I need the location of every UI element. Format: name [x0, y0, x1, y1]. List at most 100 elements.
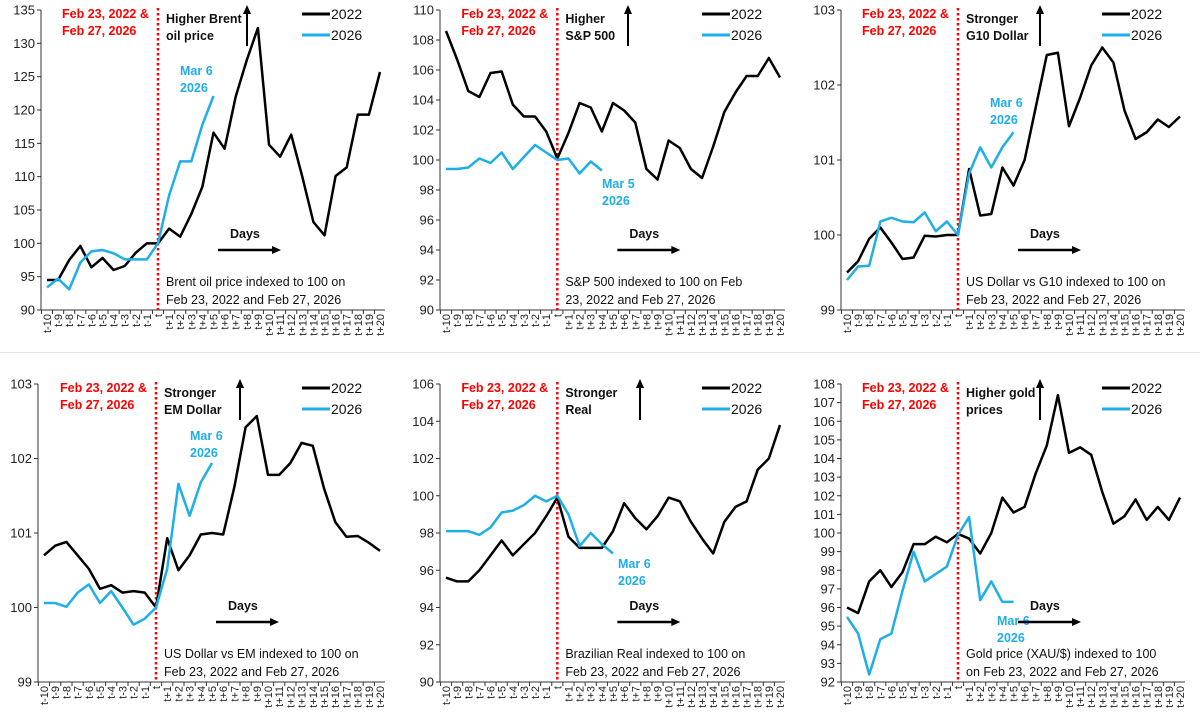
direction-label: Stronger — [164, 386, 216, 400]
y-tick-label: 120 — [13, 103, 35, 118]
x-tick-label: t-2 — [129, 686, 141, 699]
y-tick-label: 106 — [813, 414, 835, 429]
y-tick-label: 105 — [813, 432, 835, 447]
days-label: Days — [1030, 599, 1060, 613]
x-tick-label: t-9 — [50, 686, 62, 699]
y-tick-label: 104 — [813, 451, 835, 466]
y-tick-label: 106 — [412, 377, 434, 392]
x-tick-label: t+13 — [297, 686, 309, 708]
up-arrow-head-icon — [1036, 5, 1044, 14]
chart-caption: US Dollar vs G10 indexed to 100 on — [966, 275, 1165, 289]
x-tick-label: t+17 — [341, 686, 353, 708]
end-date-label: 2026 — [997, 631, 1025, 645]
y-tick-label: 135 — [13, 3, 35, 18]
legend-label-2026: 2026 — [1131, 27, 1162, 43]
legend-label-2022: 2022 — [331, 380, 362, 396]
y-tick-label: 101 — [813, 153, 835, 168]
up-arrow-head-icon — [624, 5, 632, 14]
series-line-2022 — [47, 28, 380, 280]
chart-caption: Brent oil price indexed to 100 on — [166, 275, 345, 289]
up-arrow-head-icon — [636, 379, 644, 388]
days-label: Days — [230, 227, 260, 241]
x-tick-label: t+15 — [319, 686, 331, 708]
chart-caption: Feb 23, 2022 and Feb 27, 2026 — [565, 665, 740, 679]
x-tick-label: t-5 — [95, 686, 107, 699]
direction-label: Stronger — [966, 12, 1018, 26]
right-arrow-head-icon — [671, 246, 680, 254]
y-tick-label: 92 — [420, 273, 434, 288]
end-date-label: 2026 — [990, 113, 1018, 127]
y-tick-label: 100 — [813, 228, 835, 243]
up-arrow-head-icon — [243, 5, 251, 14]
end-date-label: 2026 — [180, 81, 208, 95]
y-tick-label: 100 — [412, 153, 434, 168]
y-tick-label: 97 — [821, 581, 835, 596]
y-tick-label: 99 — [821, 303, 835, 318]
x-tick-label: t+18 — [353, 686, 365, 708]
x-tick-label: t+8 — [241, 686, 253, 702]
y-tick-label: 93 — [821, 656, 835, 671]
y-tick-label: 103 — [813, 470, 835, 485]
series-line-2022 — [44, 416, 380, 607]
direction-label: EM Dollar — [164, 403, 222, 417]
y-tick-label: 100 — [13, 236, 35, 251]
x-tick-label: t+7 — [229, 686, 241, 702]
x-tick-label: t-10 — [39, 686, 51, 705]
x-tick-label: t+3 — [185, 686, 197, 702]
days-label: Days — [629, 599, 659, 613]
y-tick-label: 102 — [10, 451, 32, 466]
event-date-label: Feb 23, 2022 & — [62, 7, 149, 21]
series-line-2026 — [47, 96, 214, 289]
x-tick-label: t — [151, 686, 163, 689]
chart-caption: Feb 23, 2022 and Feb 27, 2026 — [164, 665, 339, 679]
series-line-2026 — [446, 145, 602, 174]
up-arrow-head-icon — [1036, 379, 1044, 388]
y-tick-label: 101 — [10, 526, 32, 541]
up-arrow-head-icon — [236, 379, 244, 388]
x-tick-label: t+14 — [308, 686, 320, 708]
series-line-2026 — [446, 496, 613, 554]
y-tick-label: 108 — [412, 33, 434, 48]
end-date-label: Mar 6 — [618, 557, 651, 571]
x-tick-label: t+10 — [263, 686, 275, 708]
y-tick-label: 96 — [420, 213, 434, 228]
end-date-label: Mar 6 — [190, 429, 223, 443]
chart-caption: Feb 23, 2022 and Feb 27, 2026 — [966, 293, 1141, 307]
x-tick-label: t+20 — [1175, 686, 1187, 708]
x-tick-label: t+16 — [330, 686, 342, 708]
legend-label-2026: 2026 — [1131, 401, 1162, 417]
x-tick-label: t+1 — [162, 686, 174, 702]
direction-label: Higher Brent — [166, 12, 243, 26]
end-date-label: 2026 — [190, 446, 218, 460]
event-date-label: Feb 23, 2022 & — [862, 7, 949, 21]
x-tick-label: t-6 — [84, 686, 96, 699]
legend-label-2022: 2022 — [1131, 380, 1162, 396]
direction-label: Real — [565, 403, 591, 417]
y-tick-label: 115 — [14, 136, 35, 151]
direction-label: S&P 500 — [565, 29, 615, 43]
y-tick-label: 98 — [420, 183, 434, 198]
event-date-label: Feb 23, 2022 & — [461, 381, 548, 395]
y-tick-label: 102 — [813, 78, 835, 93]
y-tick-label: 99 — [18, 675, 32, 690]
days-label: Days — [228, 599, 258, 613]
y-tick-label: 100 — [10, 600, 32, 615]
y-tick-label: 94 — [420, 243, 434, 258]
end-date-label: Mar 6 — [180, 64, 213, 78]
x-tick-label: t-8 — [61, 686, 73, 699]
x-tick-label: t+5 — [207, 686, 219, 702]
y-tick-label: 95 — [821, 619, 835, 634]
x-tick-label: t+11 — [274, 686, 286, 707]
series-line-2022 — [847, 395, 1180, 613]
legend-label-2022: 2022 — [331, 6, 362, 22]
y-tick-label: 107 — [813, 395, 835, 410]
legend-label-2022: 2022 — [1131, 6, 1162, 22]
event-date-label: Feb 27, 2026 — [62, 24, 136, 38]
y-tick-label: 99 — [821, 544, 835, 559]
